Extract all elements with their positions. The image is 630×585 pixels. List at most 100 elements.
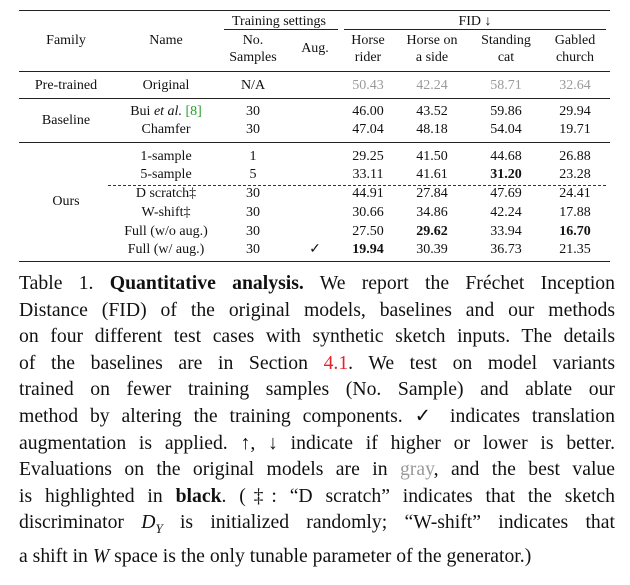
caption-text: a shift in	[19, 544, 88, 567]
caption-line: Table 1. Quantitative analysis. We repor…	[19, 270, 615, 297]
row-samples: 30	[246, 122, 260, 137]
row-name-etal: et al.	[153, 104, 182, 119]
cell-horse-side: 48.18	[416, 122, 448, 137]
fid-underline	[344, 29, 606, 30]
gray-word: gray	[399, 458, 434, 481]
aug-col-header: Aug.	[301, 41, 329, 56]
horse-side-header-l1: Horse on	[406, 33, 458, 48]
cell-gabled-church-best: 16.70	[559, 224, 591, 239]
cell-standing-cat: 58.71	[490, 78, 522, 93]
horse-rider-header-l1: Horse	[351, 33, 385, 48]
row-name: Full (w/ aug.)	[127, 242, 205, 257]
cell-gabled-church: 26.88	[559, 149, 591, 164]
standing-cat-header-l1: Standing	[481, 33, 531, 48]
caption-line: augmentation is applied. ↑, ↓ indicate i…	[19, 431, 615, 454]
training-settings-underline	[224, 29, 338, 30]
caption-text: , and the best value	[433, 458, 616, 481]
row-samples: 1	[249, 149, 257, 164]
caption-text: Evaluations on the original models are i…	[19, 458, 388, 481]
ablation-dashed-rule	[108, 185, 606, 186]
cell-horse-side: 27.84	[416, 186, 448, 201]
caption-text: space is the only tunable parameter of t…	[114, 544, 532, 567]
cell-standing-cat-best: 31.20	[490, 167, 522, 182]
cell-horse-rider: 46.00	[352, 104, 384, 119]
table-caption: Table 1. Quantitative analysis. We repor…	[19, 270, 615, 569]
cell-horse-rider: 50.43	[352, 78, 384, 93]
caption-line: of the baselines are in Section 4.1. We …	[19, 350, 615, 377]
cell-horse-rider-best: 19.94	[352, 242, 384, 257]
cell-horse-rider: 44.91	[352, 186, 384, 201]
row-name: W-shift‡	[141, 205, 191, 220]
cell-horse-rider: 27.50	[352, 224, 384, 239]
caption-line: trained on fewer training samples (No. S…	[19, 378, 615, 401]
row-samples: 5	[249, 167, 257, 182]
row-samples: 30	[246, 242, 260, 257]
horse-rider-header-l2: rider	[354, 50, 382, 65]
caption-line: a shift in W space is the only tunable p…	[19, 543, 615, 570]
cell-standing-cat: 33.94	[490, 224, 522, 239]
row-name-author: Bui	[130, 104, 154, 119]
cell-gabled-church: 17.88	[559, 205, 591, 220]
cell-standing-cat: 47.69	[490, 186, 522, 201]
math-d: D	[141, 511, 156, 534]
baseline-rule	[19, 142, 610, 143]
row-samples: 30	[246, 104, 260, 119]
bottom-rule	[19, 261, 610, 263]
family-col-header: Family	[46, 33, 86, 48]
standing-cat-header-l2: cat	[497, 50, 515, 65]
gabled-church-header-l1: Gabled	[554, 33, 596, 48]
cell-horse-rider: 47.04	[352, 122, 384, 137]
samples-col-header-l2: Samples	[229, 50, 277, 65]
row-samples: 30	[246, 224, 260, 239]
row-name: 5-sample	[140, 167, 192, 182]
cell-standing-cat: 59.86	[490, 104, 522, 119]
cell-gabled-church: 19.71	[559, 122, 591, 137]
cell-horse-rider: 33.11	[352, 167, 384, 182]
caption-line: on four different test cases with synthe…	[19, 325, 615, 348]
cell-horse-side: 34.86	[416, 205, 448, 220]
cell-horse-side: 30.39	[416, 242, 448, 257]
header-rule	[19, 71, 610, 73]
family-ours: Ours	[52, 194, 80, 209]
cell-horse-side: 41.61	[416, 167, 448, 182]
caption-label: Table 1.	[19, 272, 94, 294]
cell-horse-side-best: 29.62	[416, 224, 448, 239]
checkmark-icon: ✓	[309, 242, 321, 257]
horse-side-header-l2: a side	[415, 50, 449, 65]
row-samples: 30	[246, 186, 260, 201]
section-link[interactable]: 4.1	[323, 351, 349, 374]
caption-line: Evaluations on the original models are i…	[19, 456, 615, 483]
fid-header: FID ↓	[458, 14, 492, 29]
caption-text: . (‡: “D scratch” indicates that the ske…	[221, 484, 616, 507]
row-name: D scratch‡	[135, 186, 197, 201]
row-name: Bui et al. [8]	[130, 104, 202, 120]
black-word: black	[175, 484, 222, 507]
top-rule	[19, 10, 610, 12]
cell-standing-cat: 44.68	[490, 149, 522, 164]
caption-title: Quantitative analysis.	[109, 272, 304, 294]
cell-horse-side: 41.50	[416, 149, 448, 164]
cell-horse-side: 42.24	[416, 78, 448, 93]
pretrained-rule	[19, 98, 610, 99]
caption-line: is highlighted in black. (‡: “D scratch”…	[19, 483, 615, 510]
caption-line: discriminator DY is initialized randomly…	[19, 509, 615, 543]
samples-col-header-l1: No.	[242, 33, 264, 48]
cell-standing-cat: 42.24	[490, 205, 522, 220]
cell-gabled-church: 32.64	[559, 78, 591, 93]
citation-link[interactable]: [8]	[185, 104, 202, 119]
family-baseline: Baseline	[41, 113, 91, 128]
row-samples: 30	[246, 205, 260, 220]
caption-text: of the baselines are in Section	[19, 351, 308, 374]
cell-gabled-church: 23.28	[559, 167, 591, 182]
cell-horse-rider: 29.25	[352, 149, 384, 164]
caption-text: is highlighted in	[19, 484, 163, 507]
cell-gabled-church: 21.35	[559, 242, 591, 257]
caption-line: Distance (FID) of the original models, b…	[19, 298, 615, 321]
training-settings-header: Training settings	[232, 14, 326, 29]
cell-standing-cat: 36.73	[490, 242, 522, 257]
cell-horse-side: 43.52	[416, 104, 448, 119]
cell-horse-rider: 30.66	[352, 205, 384, 220]
cell-gabled-church: 29.94	[559, 104, 591, 119]
caption-text: is initialized randomly; “W-shift” indic…	[179, 511, 615, 534]
caption-line: method by altering the training componen…	[19, 404, 615, 427]
